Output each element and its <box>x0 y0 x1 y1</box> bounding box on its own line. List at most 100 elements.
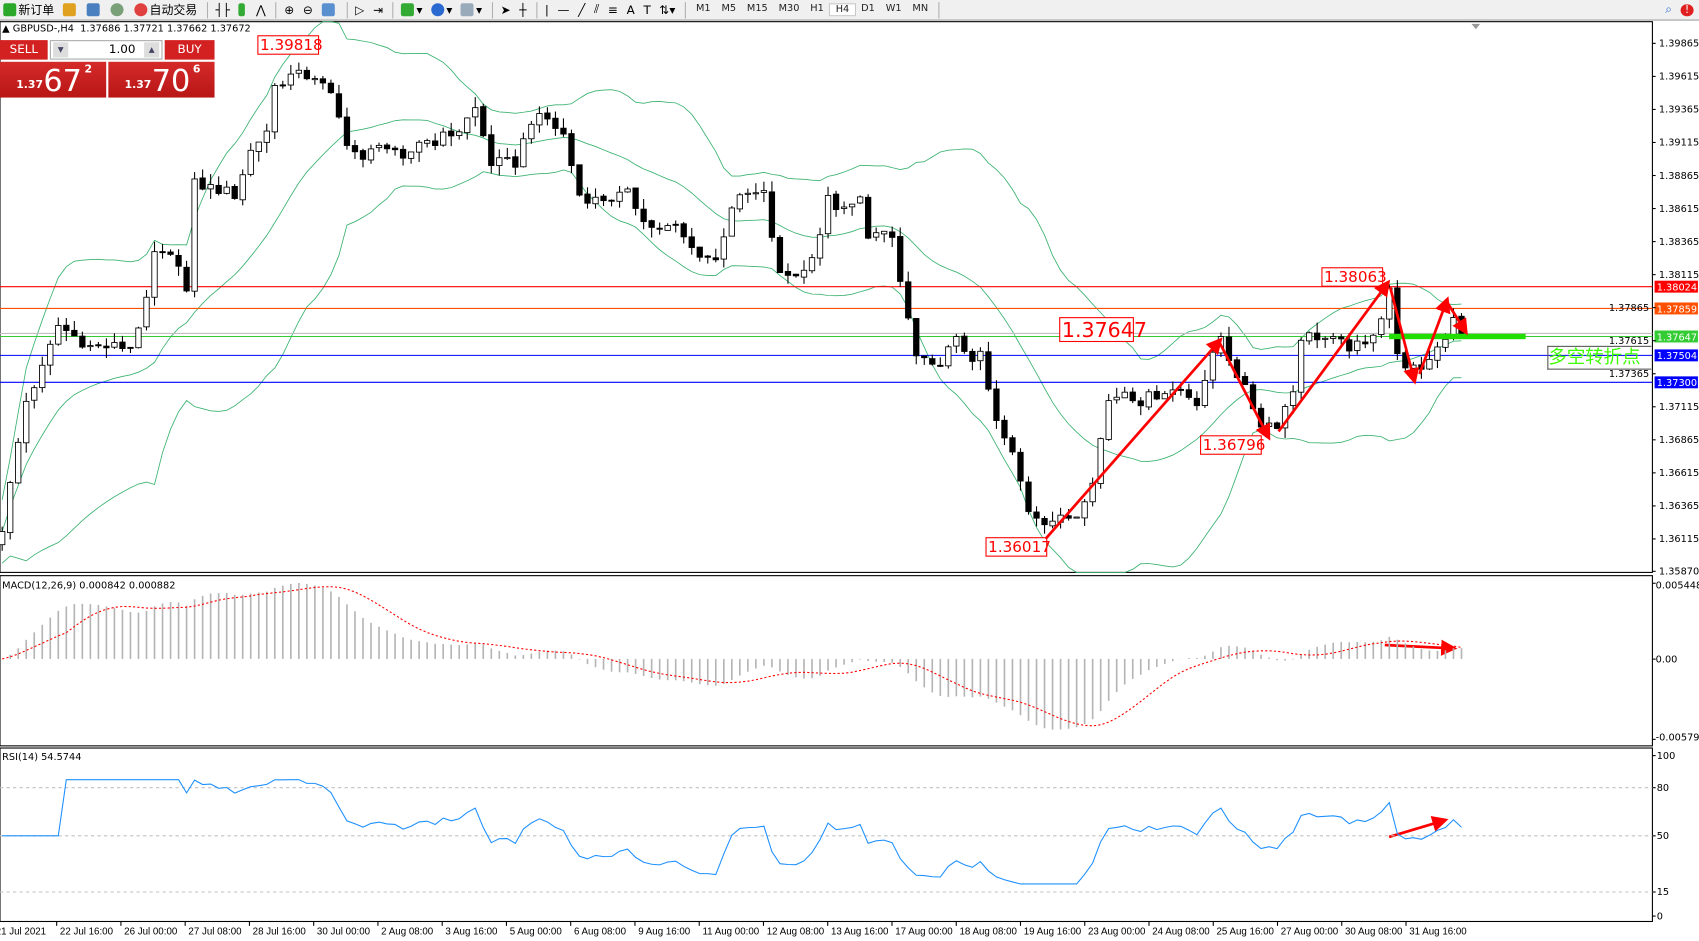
zoom-out-button[interactable]: ⊖ <box>302 2 313 17</box>
text-label-button[interactable]: T <box>643 2 651 17</box>
bullish-candle <box>23 400 30 444</box>
time-axis-label: 13 Aug 16:00 <box>831 926 889 937</box>
text-button[interactable]: A <box>626 2 635 17</box>
time-axis-label: 30 Aug 08:00 <box>1345 926 1403 937</box>
price-level-tag <box>1654 330 1698 343</box>
timeframe-d1-button[interactable]: D1 <box>861 3 875 15</box>
templates-button[interactable]: ▾ <box>458 1 486 18</box>
search-button[interactable]: ⌕ <box>1665 2 1672 17</box>
chart-header: ▲ GBPUSD-,H4 1.37686 1.37721 1.37662 1.3… <box>2 23 251 35</box>
timeframe-m15-button[interactable]: M15 <box>746 3 768 15</box>
candlestick-button[interactable] <box>235 1 250 18</box>
cursor-button[interactable]: ➤ <box>500 2 511 17</box>
bullish-candle <box>1201 379 1209 406</box>
bearish-candle <box>696 246 703 258</box>
bullish-candle <box>31 387 38 401</box>
autoscroll-button[interactable]: ▷ <box>355 2 365 17</box>
bearish-candle <box>1041 517 1048 526</box>
price-axis-label: 1.39615 <box>1659 72 1699 83</box>
periods-button[interactable]: ▾ <box>428 1 456 18</box>
bullish-candle <box>1354 340 1361 351</box>
bullish-candle <box>472 107 479 118</box>
line-chart-button[interactable]: ⋀ <box>255 2 266 17</box>
lot-value[interactable]: 1.00 <box>108 42 136 57</box>
sell-price[interactable]: 1.37 67 2 <box>0 61 107 99</box>
timeframe-m1-button[interactable]: M1 <box>695 3 711 15</box>
timeframe-h1-button[interactable]: H1 <box>810 3 824 15</box>
bearish-candle <box>672 223 679 226</box>
buy-button[interactable]: BUY <box>164 40 215 60</box>
arrows-button[interactable]: ⇅▾ <box>659 2 676 17</box>
equidistant-channel-button[interactable]: ⫽ <box>593 2 600 17</box>
market-watch-button[interactable] <box>60 1 82 18</box>
price-callout-box <box>1200 435 1262 455</box>
lot-size-field[interactable]: ▼ 1.00 ▲ <box>49 40 163 60</box>
signal-icon <box>110 3 124 17</box>
fibonacci-button[interactable]: ≡ <box>607 2 618 17</box>
time-axis-label: 12 Aug 08:00 <box>767 926 825 937</box>
bollinger-lower-band <box>1 169 1462 573</box>
bullish-candle <box>456 131 463 136</box>
bearish-candle <box>776 237 784 274</box>
bullish-candle <box>720 236 727 260</box>
bearish-candle <box>832 193 840 210</box>
lot-increase-button[interactable]: ▲ <box>144 42 160 58</box>
price-level-tag <box>1654 280 1698 293</box>
trendline-button[interactable]: ╱ <box>578 2 586 17</box>
crosshair-button[interactable]: ┼ <box>519 2 527 17</box>
horizontal-line-button[interactable]: — <box>557 2 570 17</box>
tile-icon <box>321 3 335 17</box>
timeframe-h4-button[interactable]: H4 <box>829 3 856 17</box>
bearish-candle <box>95 344 102 347</box>
bullish-candle <box>760 190 768 193</box>
timeframe-w1-button[interactable]: W1 <box>885 3 902 15</box>
new-order-button[interactable]: 新订单 <box>0 1 57 18</box>
bearish-candle <box>215 184 222 194</box>
timeframe-m30-button[interactable]: M30 <box>778 3 800 15</box>
bullish-candle <box>1113 396 1120 401</box>
notifications-button[interactable]: ! <box>1677 1 1697 18</box>
separator <box>536 1 538 18</box>
auto-trading-button[interactable]: 自动交易 <box>131 1 200 18</box>
zoom-in-button[interactable]: ⊕ <box>284 2 295 17</box>
bullish-candle <box>1209 351 1217 381</box>
bearish-candle <box>359 150 367 160</box>
upload-button[interactable] <box>83 1 105 18</box>
bearish-candle <box>63 324 70 331</box>
bearish-candle <box>969 350 976 362</box>
signals-button[interactable] <box>107 1 129 18</box>
bullish-candle <box>1265 422 1273 427</box>
bullish-candle <box>287 73 294 86</box>
price-callout: 1.38063 <box>1324 268 1387 286</box>
price-axis-label: 1.36365 <box>1659 501 1699 512</box>
sell-button[interactable]: SELL <box>0 40 48 60</box>
bullish-candle <box>520 138 527 168</box>
bullish-candle <box>824 195 832 235</box>
timeframe-m5-button[interactable]: M5 <box>721 3 737 15</box>
tile-windows-button[interactable] <box>318 1 340 18</box>
buy-price[interactable]: 1.37 70 6 <box>108 61 215 99</box>
pivot-annotation[interactable]: 多空转折点 <box>1547 345 1652 370</box>
bearish-candle <box>921 355 928 359</box>
bullish-candle <box>271 85 278 133</box>
indicators-button[interactable]: ▾ <box>398 1 426 18</box>
bullish-candle <box>1105 400 1112 440</box>
price-axis-label: 1.37615 <box>1609 336 1649 347</box>
bullish-candle <box>1049 520 1056 527</box>
bearish-candle <box>688 236 695 248</box>
vertical-line-button[interactable]: | <box>544 2 549 17</box>
bullish-candle <box>151 251 158 298</box>
bullish-candle <box>1306 332 1313 342</box>
chart-shift-button[interactable]: ⇥ <box>372 2 383 17</box>
price-level-tag <box>1654 302 1698 315</box>
timeframe-mn-button[interactable]: MN <box>912 3 929 15</box>
lot-decrease-button[interactable]: ▼ <box>53 42 69 58</box>
bar-chart-button[interactable]: ┤├ <box>215 2 230 17</box>
buy-price-pips: 70 <box>151 62 191 99</box>
bullish-candle <box>15 441 22 484</box>
bullish-candle <box>945 346 952 367</box>
time-axis-label: 27 Aug 00:00 <box>1281 926 1339 937</box>
bearish-candle <box>159 251 166 254</box>
bullish-candle <box>536 113 543 126</box>
